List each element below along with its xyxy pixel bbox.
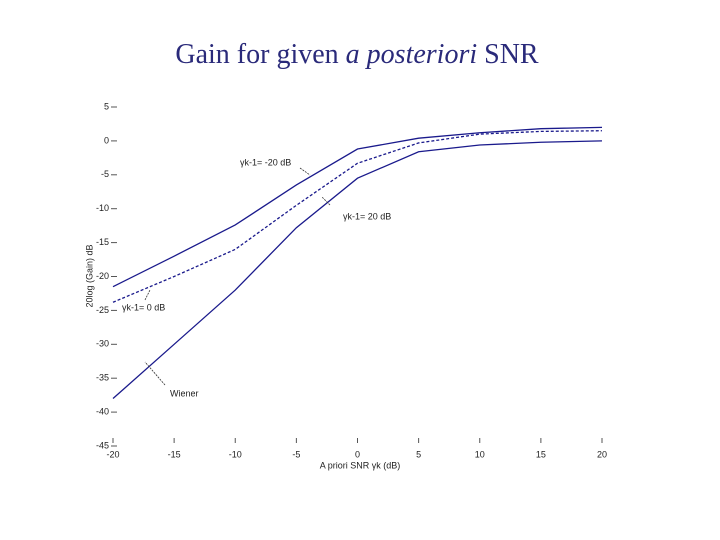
title-part: Gain for given [175,39,345,70]
annotation-arrow [299,167,311,176]
y-tick-label: -15 [96,237,109,247]
x-axis-label: A priori SNR γk (dB) [320,460,401,470]
y-tick-label: -20 [96,271,109,281]
x-tick-label: 20 [597,449,607,459]
annotation: γk-1= -20 dB [240,157,291,167]
curve [112,126,603,288]
x-tick-label: -5 [292,449,300,459]
title-part: a posteriori [346,39,477,70]
x-tick-label: -10 [229,449,242,459]
annotation: γk-1= 20 dB [343,211,391,221]
x-tick-label: -15 [168,449,181,459]
y-tick-label: 5 [104,101,109,111]
x-tick-label: -20 [106,449,119,459]
annotation: Wiener [170,388,199,398]
y-tick-label: -45 [96,440,109,450]
y-tick-label: -10 [96,203,109,213]
title-part: SNR [477,39,539,70]
curve [112,140,603,400]
y-axis-label: 20log (Gain) dB [84,244,94,307]
y-tick-label: -30 [96,339,109,349]
annotation-arrow [321,196,331,206]
annotation-arrow [144,289,151,301]
annotation: γk-1= 0 dB [122,302,165,312]
y-tick-label: -35 [96,373,109,383]
y-tick-label: -40 [96,406,109,416]
y-tick-label: -25 [96,305,109,315]
curve [112,130,603,303]
x-tick-label: 5 [416,449,421,459]
y-tick-label: 0 [104,135,109,145]
x-tick-label: 10 [475,449,485,459]
title: Gain for given a posteriori SNR [175,39,539,70]
x-tick-label: 15 [536,449,546,459]
annotation-arrow [144,361,166,386]
x-tick-label: 0 [355,449,360,459]
y-tick-label: -5 [101,169,109,179]
